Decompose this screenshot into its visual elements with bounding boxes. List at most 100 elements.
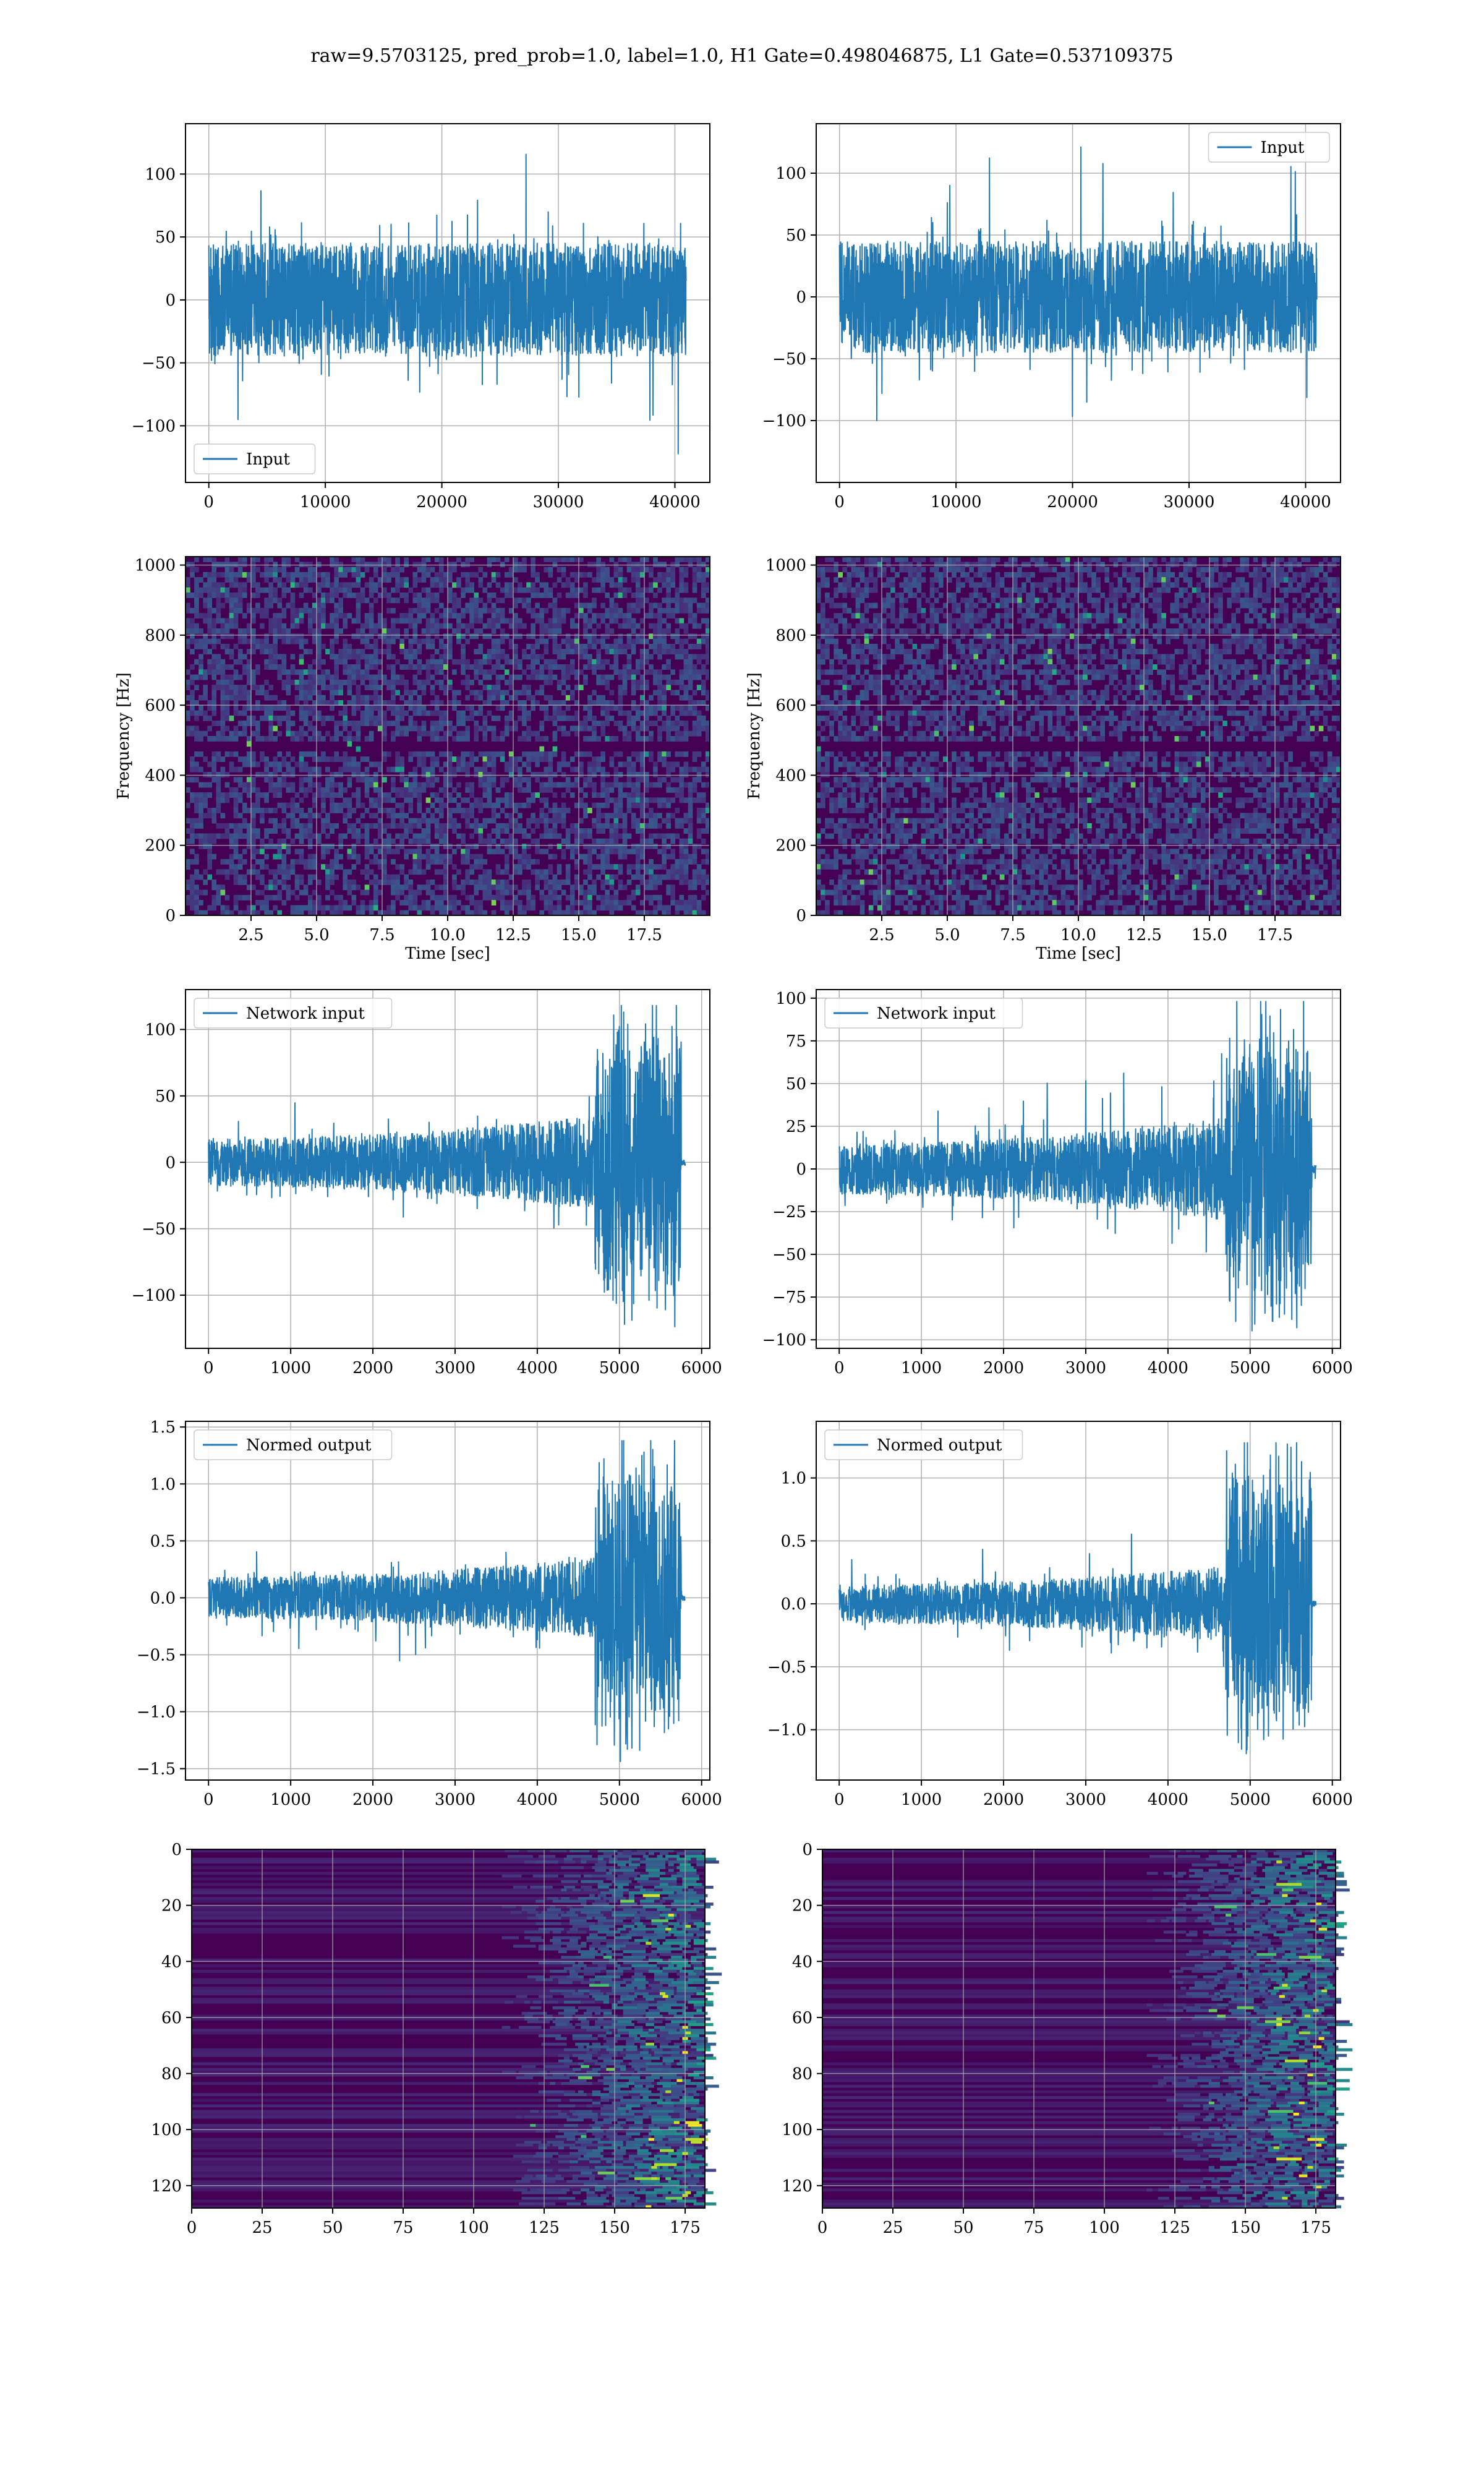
spectrogram-cell — [469, 864, 474, 870]
spectrogram-cell — [351, 557, 357, 562]
spectrogram-cell — [461, 587, 466, 593]
spectrogram-cell — [657, 813, 662, 819]
spectrogram-cell — [500, 730, 505, 737]
spectrogram-cell — [465, 869, 470, 875]
spectrogram-cell — [569, 782, 575, 788]
spectrogram-cell — [421, 628, 427, 634]
spectrogram-cell — [696, 710, 702, 716]
spectrogram-cell — [317, 787, 322, 793]
spectrogram-cell — [281, 705, 287, 711]
spectrogram-cell — [417, 664, 422, 670]
spectrogram-cell — [500, 633, 505, 640]
spectrogram-cell — [343, 880, 348, 885]
spectrogram-cell — [561, 715, 566, 721]
spectrogram-cell — [474, 844, 479, 849]
spectrogram-cell — [373, 700, 378, 706]
spectrogram-cell — [264, 659, 269, 665]
spectrogram-cell — [649, 756, 654, 762]
spectrogram-cell — [821, 700, 825, 706]
spectrogram-cell — [281, 715, 287, 721]
spectrogram-cell — [203, 602, 208, 609]
spectrogram-cell — [552, 618, 558, 624]
spectrogram-cell — [194, 869, 199, 875]
spectrogram-cell — [356, 838, 361, 844]
spectrogram-cell — [190, 628, 195, 634]
spectrogram-cell — [220, 858, 226, 865]
spectrogram-cell — [417, 710, 422, 716]
spectrogram-cell — [229, 792, 234, 798]
spectrogram-cell — [255, 833, 260, 839]
spectrogram-cell — [360, 679, 365, 685]
spectrogram-cell — [286, 638, 291, 644]
spectrogram-cell — [613, 813, 619, 819]
spectrogram-cell — [649, 567, 654, 573]
spectrogram-cell — [343, 905, 348, 911]
spectrogram-cell — [317, 695, 322, 701]
spectrogram-cell — [596, 623, 601, 629]
spectrogram-cell — [408, 721, 414, 726]
spectrogram-cell — [574, 900, 579, 905]
spectrogram-cell — [701, 766, 706, 773]
spectrogram-cell — [478, 643, 484, 649]
spectrogram-cell — [478, 766, 484, 773]
spectrogram-cell — [264, 766, 269, 773]
spectrogram-cell — [430, 582, 435, 588]
spectrogram-cell — [294, 557, 300, 562]
spectrogram-cell — [622, 792, 628, 798]
spectrogram-cell — [317, 838, 322, 844]
spectrogram-cell — [504, 726, 510, 732]
spectrogram-cell — [482, 669, 488, 675]
spectrogram-cell — [211, 838, 217, 844]
spectrogram-cell — [382, 715, 387, 721]
spectrogram-cell — [194, 602, 199, 609]
spectrogram-cell — [816, 777, 821, 783]
spectrogram-cell — [452, 828, 457, 834]
spectrogram-cell — [552, 746, 558, 752]
spectrogram-cell — [465, 905, 470, 911]
spectrogram-cell — [518, 705, 522, 711]
spectrogram-cell — [417, 889, 422, 896]
spectrogram-cell — [461, 849, 466, 855]
spectrogram-cell — [360, 833, 365, 839]
spectrogram-cell — [303, 602, 309, 609]
spectrogram-cell — [369, 782, 374, 788]
spectrogram-cell — [246, 715, 252, 721]
spectrogram-cell — [317, 562, 322, 568]
spectrogram-cell — [495, 690, 501, 696]
spectrogram-cell — [701, 874, 706, 880]
spectrogram-cell — [198, 710, 203, 716]
spectrogram-cell — [290, 577, 296, 583]
spectrogram-cell — [360, 571, 365, 578]
spectrogram-cell — [526, 582, 531, 588]
spectrogram-cell — [373, 638, 378, 644]
spectrogram-cell — [482, 894, 488, 901]
spectrogram-cell — [683, 649, 689, 654]
spectrogram-cell — [487, 562, 492, 568]
spectrogram-cell — [438, 910, 444, 916]
spectrogram-cell — [186, 864, 190, 870]
spectrogram-cell — [399, 838, 404, 844]
spectrogram-cell — [229, 593, 234, 598]
spectrogram-cell — [508, 710, 514, 716]
spectrogram-cell — [233, 844, 239, 849]
spectrogram-cell — [639, 659, 645, 665]
spectrogram-cell — [522, 880, 527, 885]
spectrogram-cell — [631, 690, 636, 696]
spectrogram-cell — [273, 577, 278, 583]
spectrogram-cell — [242, 582, 247, 588]
spectrogram-cell — [495, 880, 501, 885]
spectrogram-cell — [198, 643, 203, 649]
spectrogram-cell — [321, 787, 326, 793]
spectrogram-cell — [522, 669, 527, 675]
spectrogram-cell — [421, 557, 427, 562]
spectrogram-cell — [307, 772, 313, 777]
spectrogram-cell — [203, 730, 208, 737]
spectrogram-cell — [452, 874, 457, 880]
spectrogram-cell — [369, 628, 374, 634]
spectrogram-cell — [613, 849, 619, 855]
chart-spectrogram-left: 2.5 5.0 7.5 10.0 12.5 15.0 17.5100080060040020… — [114, 556, 710, 963]
spectrogram-cell — [391, 777, 396, 783]
spectrogram-cell — [635, 849, 641, 855]
spectrogram-cell — [821, 602, 825, 609]
spectrogram-cell — [211, 577, 217, 583]
